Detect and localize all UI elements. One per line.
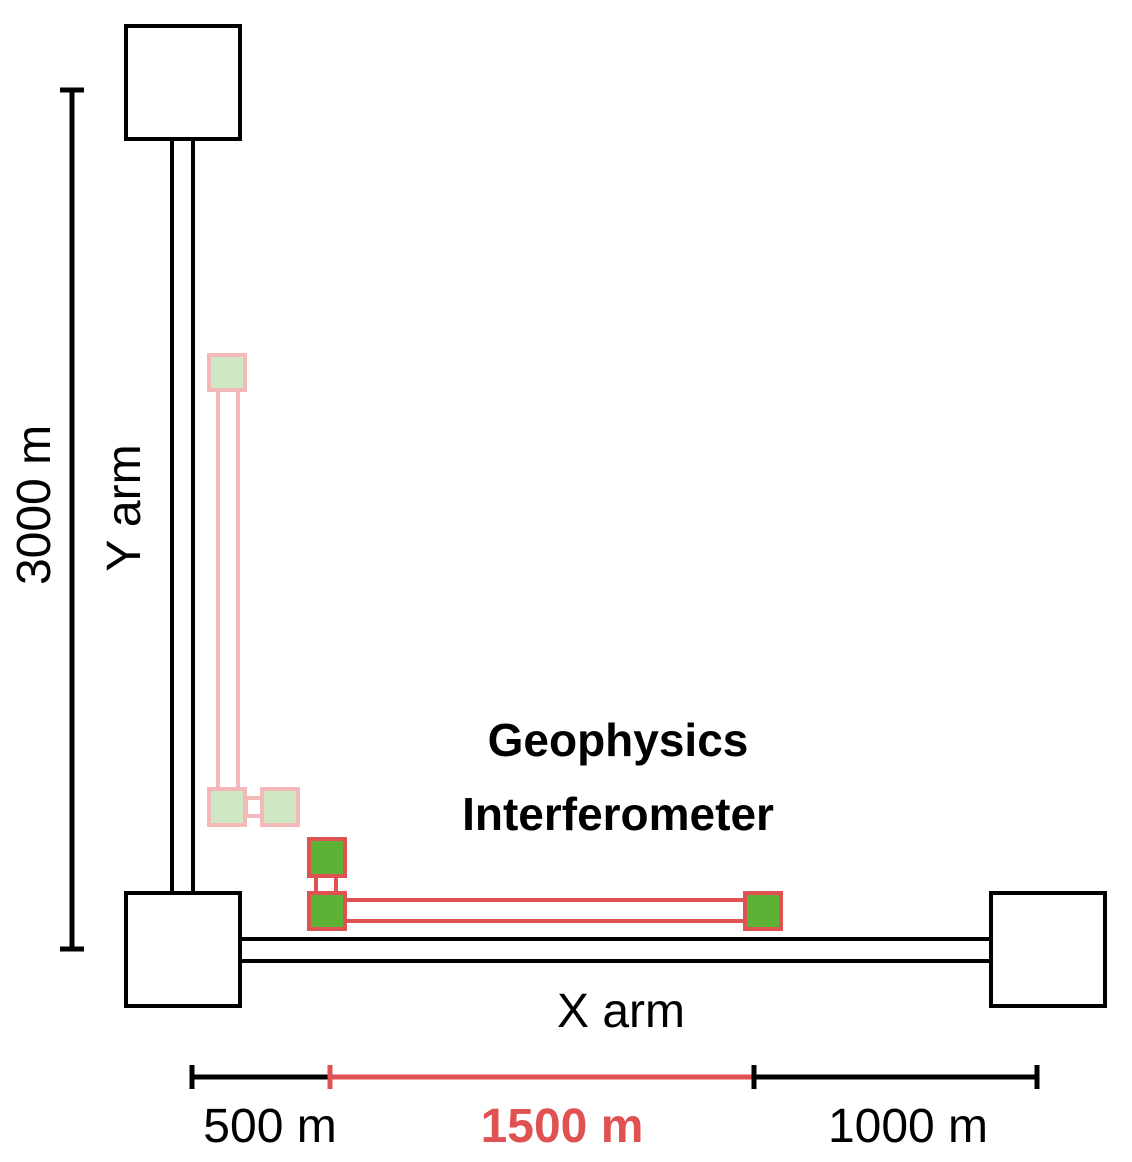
faded-mirror-side xyxy=(260,787,300,827)
interferometer-horizontal-arm xyxy=(343,898,748,923)
faded-interferometer xyxy=(207,353,300,827)
mirror-corner xyxy=(307,891,347,931)
scale-label-left: 500 m xyxy=(203,1100,336,1153)
x-end-station xyxy=(989,891,1107,1008)
height-dimension xyxy=(60,87,84,952)
x-arm-tube xyxy=(240,937,991,963)
corner-station xyxy=(124,891,242,1008)
y-arm-label: Y arm xyxy=(98,444,151,571)
mirror-top xyxy=(307,837,347,878)
scale-label-right: 1000 m xyxy=(828,1100,988,1153)
y-end-station xyxy=(124,24,242,141)
scale-bar xyxy=(189,1065,1040,1089)
title-line-2: Interferometer xyxy=(462,788,774,840)
height-label: 3000 m xyxy=(8,425,61,585)
x-arm-label: X arm xyxy=(557,985,685,1038)
faded-mirror-top xyxy=(207,353,247,392)
interferometer-vertical-link xyxy=(314,874,338,895)
faded-mirror-corner xyxy=(207,787,247,827)
scale-label-mid: 1500 m xyxy=(481,1100,644,1153)
title-line-1: Geophysics xyxy=(488,714,749,766)
mirror-end xyxy=(743,891,783,931)
faded-vertical-arm xyxy=(216,388,240,793)
geophysics-interferometer xyxy=(307,837,783,931)
y-arm-tube xyxy=(170,140,195,892)
